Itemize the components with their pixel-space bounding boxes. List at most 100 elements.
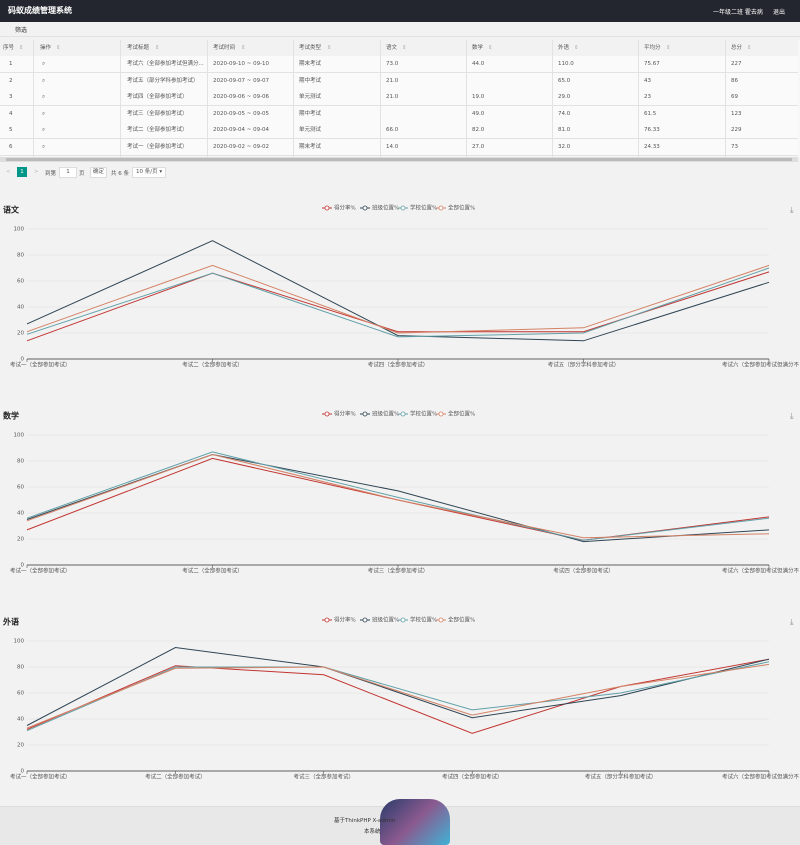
view-icon[interactable]: ⌕ <box>42 77 46 84</box>
legend-label: 学校位置% <box>410 616 437 624</box>
legend-label: 得分率% <box>334 616 356 624</box>
footer: 基于ThinkPHP X-admin 本系统 <box>0 799 800 845</box>
x-tick-label: 考试四（全部参加考试） <box>368 361 429 369</box>
user[interactable]: 一年级二班 霍去病 <box>713 9 763 16</box>
download-icon[interactable]: ⤓ <box>790 206 794 215</box>
view-icon[interactable]: ⌕ <box>42 143 46 150</box>
cell: 2020-09-04 ~ 09-04 <box>213 127 270 133</box>
series-line <box>26 240 770 342</box>
scrollbar <box>0 157 798 162</box>
x-tick-label: 考试一（全部参加考试） <box>10 361 71 369</box>
app-title: 码蚁成绩管理系统 <box>8 6 72 15</box>
column-header: 数学 <box>472 45 484 51</box>
page-current[interactable]: 1 <box>17 167 27 177</box>
cell: 73 <box>731 143 738 150</box>
cell: 14.0 <box>386 143 399 150</box>
y-tick-label: 20 <box>17 537 24 543</box>
x-tick-label: 考试六（全部参加考试但满分不 <box>722 567 800 575</box>
chart-title: 语文 <box>3 205 20 215</box>
cell: 66.0 <box>386 127 399 133</box>
column-header: 序号 <box>3 45 15 51</box>
series-line <box>26 264 770 334</box>
page-unit: 页 <box>79 171 85 177</box>
cell: 81.0 <box>558 127 571 133</box>
legend-symbol <box>362 205 368 211</box>
series-line <box>26 457 770 541</box>
cell: 65.0 <box>558 77 571 84</box>
table: 序号 ⇕ 操作 ⇕ 考试标题 ⇕ 考试时间 ⇕ 考试类型 ⇕ 语文 ⇕ 数学 ⇕ 外语 ⇕ 平均分 ⇕ 总分 ⇕ 1 考试… <box>0 40 800 157</box>
cell: 29.0 <box>558 94 571 100</box>
sort-icon: ⇕ <box>666 45 671 51</box>
view-icon[interactable]: ⌕ <box>42 61 46 67</box>
x-tick-label: 考试五（部分学科参加考试） <box>548 361 620 369</box>
download-icon[interactable]: ⤓ <box>790 412 794 421</box>
column-separator <box>380 40 381 157</box>
series-line <box>26 267 770 338</box>
cell: 21.0 <box>386 77 399 84</box>
cell: 24.33 <box>644 143 660 150</box>
cell: 2 <box>9 77 13 84</box>
column-separator <box>207 40 208 157</box>
legend-label: 得分率% <box>334 410 356 418</box>
column-separator <box>466 40 467 157</box>
cell: 86 <box>731 77 738 84</box>
cell: 考试五（部分学科参加考试） <box>127 77 199 84</box>
legend-symbol <box>362 617 368 623</box>
x-tick-label: 考试二（全部参加考试） <box>182 361 243 369</box>
page-input[interactable]: 1 <box>59 167 77 178</box>
x-tick-label: 考试二（全部参加考试） <box>182 567 243 575</box>
sort-icon: ⇕ <box>327 45 332 51</box>
column-separator <box>638 40 639 157</box>
cell: 2020-09-02 ~ 09-02 <box>213 143 270 150</box>
column-separator <box>725 40 726 157</box>
legend-symbol <box>438 205 444 211</box>
cell: 2020-09-10 ~ 09-10 <box>213 61 270 67</box>
legend-symbol <box>400 617 406 623</box>
column-header: 外语 <box>558 45 570 51</box>
legend-label: 全部位置% <box>448 616 475 624</box>
footer-line1: 基于ThinkPHP X-admin <box>334 818 396 824</box>
y-tick-label: 100 <box>14 227 25 233</box>
cell: 2020-09-06 ~ 09-06 <box>213 94 270 100</box>
download-icon[interactable]: ⤓ <box>790 618 794 627</box>
filter-tab[interactable]: 筛选 <box>15 27 28 34</box>
y-tick-label: 40 <box>17 511 24 517</box>
confirm-button[interactable]: 确定 <box>90 167 108 178</box>
x-tick-label: 考试三（全部参加考试） <box>294 773 355 781</box>
cell: 考试二（全部参加考试） <box>127 127 188 133</box>
cell: 61.5 <box>644 110 657 117</box>
legend-label: 班级位置% <box>372 204 399 212</box>
sort-icon: ⇕ <box>402 45 407 51</box>
y-tick-label: 20 <box>17 331 24 337</box>
y-tick-label: 100 <box>14 433 25 439</box>
y-tick-label: 80 <box>17 253 24 259</box>
table-row <box>0 138 798 156</box>
cell: 49.0 <box>472 110 485 117</box>
cell: 27.0 <box>472 143 485 150</box>
column-header: 考试类型 <box>299 45 322 51</box>
series-line <box>26 661 770 732</box>
cell: 1 <box>9 61 13 67</box>
footer-line2: 本系统 <box>364 829 381 835</box>
column-separator <box>293 40 294 157</box>
view-icon[interactable]: ⌕ <box>42 110 46 117</box>
view-icon[interactable]: ⌕ <box>42 127 46 133</box>
cell: 考试四（全部参加考试） <box>127 94 188 100</box>
cell: 期中考试 <box>299 110 322 117</box>
cell: 19.0 <box>472 94 485 100</box>
y-tick-label: 60 <box>17 485 24 491</box>
x-tick-label: 考试四（全部参加考试） <box>442 773 503 781</box>
page-size[interactable]: 10 条/页 ▾ <box>132 167 167 178</box>
chart-title: 外语 <box>3 617 19 627</box>
cell: 考试一（全部参加考试） <box>127 143 188 150</box>
y-tick-label: 40 <box>17 305 24 311</box>
y-tick-label: 0 <box>21 563 25 569</box>
logout[interactable]: 退出 <box>773 9 786 16</box>
cell: 期末考试 <box>299 143 322 150</box>
view-icon[interactable]: ⌕ <box>42 94 46 100</box>
footer-image <box>380 799 450 845</box>
cell: 考试六（全部参加考试但满分... <box>127 61 204 67</box>
cell: 期末考试 <box>299 61 322 67</box>
y-tick-label: 0 <box>21 769 25 775</box>
